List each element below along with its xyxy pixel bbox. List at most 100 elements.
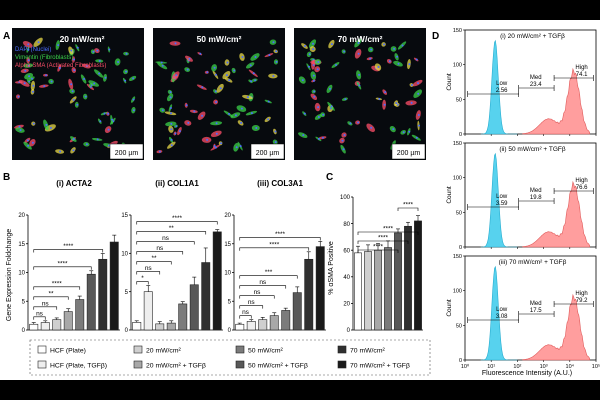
legend-swatch xyxy=(337,360,347,369)
cell-nucleus xyxy=(393,47,396,50)
cell-nucleus xyxy=(272,41,275,44)
cell-nucleus xyxy=(312,42,314,45)
cell-nucleus xyxy=(357,42,360,44)
cell-nucleus xyxy=(160,61,163,64)
cell-nucleus xyxy=(18,125,21,128)
cell-nucleus xyxy=(215,122,218,125)
cell-nucleus xyxy=(175,74,178,77)
y-axis-label: Count xyxy=(446,299,453,317)
low-population-area xyxy=(480,152,518,248)
cell-nucleus xyxy=(96,138,99,141)
cell-nucleus xyxy=(357,121,360,124)
legend-swatch xyxy=(235,360,245,369)
cell-nucleus xyxy=(169,96,172,99)
cell-nucleus xyxy=(370,126,373,129)
bar xyxy=(315,246,325,331)
cell-nucleus xyxy=(417,92,420,95)
cell-layer xyxy=(155,39,279,154)
cell-nucleus xyxy=(274,141,277,144)
cell-nucleus xyxy=(158,150,161,153)
cell-nucleus xyxy=(186,68,189,71)
bar xyxy=(246,321,256,331)
cell-nucleus xyxy=(72,149,75,152)
bar xyxy=(109,241,119,331)
panel-c-y-axis-label: % αSMA Positive xyxy=(328,241,335,295)
significance-label: ns xyxy=(156,245,164,252)
cell-nucleus xyxy=(213,66,216,69)
y-tick-label: 150 xyxy=(453,141,462,147)
significance-label: ** xyxy=(169,225,175,232)
cell-nucleus xyxy=(241,56,244,58)
high-gate-name: High xyxy=(575,65,587,71)
significance-label: *** xyxy=(265,269,273,276)
bar xyxy=(143,291,153,331)
significance-bracket xyxy=(239,247,310,251)
cell-nucleus xyxy=(417,82,419,85)
significance-bracket xyxy=(33,316,46,320)
cell-nucleus xyxy=(275,50,278,53)
cell-nucleus xyxy=(383,43,386,46)
cell-nucleus xyxy=(402,131,405,134)
cell-nucleus xyxy=(27,64,30,67)
cell-nucleus xyxy=(312,64,315,66)
bar xyxy=(40,322,50,331)
significance-bracket xyxy=(136,271,161,275)
y-tick-label: 150 xyxy=(453,254,462,260)
med-gate-name: Med xyxy=(530,301,542,307)
histogram-50: 0 50 100 150 Count (ii) 50 mW/cm² + TGFβ Low3.… xyxy=(446,141,597,251)
cell-nucleus xyxy=(37,41,40,44)
significance-label: **** xyxy=(373,244,384,251)
cell-nucleus xyxy=(408,63,411,66)
bar xyxy=(63,311,73,331)
cell-nucleus xyxy=(252,72,255,75)
y-axis-label: Count xyxy=(446,73,453,91)
bar xyxy=(189,284,199,331)
cell-nucleus xyxy=(170,138,173,141)
cell-nucleus xyxy=(76,103,79,106)
cell-nucleus xyxy=(214,146,217,149)
chart-subtitle: (ii) COL1A1 xyxy=(155,179,199,188)
y-tick-label: 0 xyxy=(228,328,232,334)
cell-nucleus xyxy=(32,122,35,125)
bar xyxy=(364,251,372,331)
cell-nucleus xyxy=(312,74,315,77)
bar xyxy=(394,232,402,331)
histogram-20: 0 50 100 150 Count (i) 20 mW/cm² + TGFβ Low2.5… xyxy=(446,28,597,138)
x-tick-label: 10³ xyxy=(540,364,548,370)
low-gate-value: 3.59 xyxy=(496,201,508,207)
cell-nucleus xyxy=(268,54,271,57)
significance-label: ns xyxy=(242,309,250,316)
cell-nucleus xyxy=(199,52,202,55)
cell-nucleus xyxy=(418,124,420,127)
scale-bar-label: 200 µm xyxy=(256,150,280,157)
y-tick-label: 5 xyxy=(125,290,129,296)
cell-nucleus xyxy=(71,90,74,93)
cell-nucleus xyxy=(93,82,96,85)
cell-nucleus xyxy=(344,98,347,101)
med-gate-value: 23.4 xyxy=(530,82,542,88)
cell-nucleus xyxy=(240,121,243,124)
low-gate-name: Low xyxy=(496,81,508,87)
cell-nucleus xyxy=(358,73,361,76)
low-gate-name: Low xyxy=(496,194,508,200)
bar xyxy=(384,247,392,331)
cell-nucleus xyxy=(124,79,127,82)
significance-bracket xyxy=(33,296,69,300)
cell-nucleus xyxy=(214,73,217,76)
cell-nucleus xyxy=(392,128,395,131)
stain-legend-dapi: DAPI (Nuclei) xyxy=(15,47,51,53)
y-tick-label: 20 xyxy=(224,213,231,219)
cell-nucleus xyxy=(58,67,61,69)
cell-nucleus xyxy=(408,130,411,133)
cell-nucleus xyxy=(383,103,386,106)
legend-label: 50 mW/cm² xyxy=(248,348,283,355)
panel-letter-b: B xyxy=(3,172,10,183)
histogram-title: (ii) 50 mW/cm² + TGFβ xyxy=(499,146,566,153)
low-gate-value: 2.56 xyxy=(496,88,508,94)
significance-label: **** xyxy=(172,215,183,222)
legend-label: 70 mW/cm² + TGFβ xyxy=(350,363,410,370)
micrograph-image xyxy=(153,28,285,160)
cell-nucleus xyxy=(27,144,30,147)
significance-bracket xyxy=(239,237,321,241)
med-gate-name: Med xyxy=(530,75,542,81)
